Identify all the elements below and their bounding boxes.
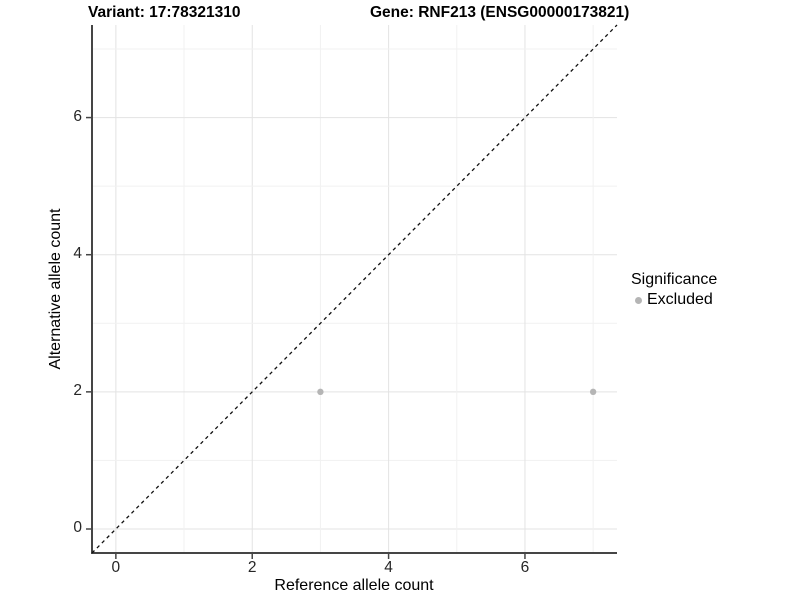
plot-title-variant: Variant: 17:78321310 (88, 4, 241, 21)
y-tick-label-4: 4 (73, 244, 82, 262)
x-tick-label-0: 0 (111, 559, 121, 576)
y-axis-title: Alternative allele count (47, 208, 64, 370)
identity-reference-line (91, 24, 618, 554)
x-tick-label-6: 6 (520, 559, 530, 576)
data-point-3-2 (317, 388, 324, 396)
plot-title-gene: Gene: RNF213 (ENSG00000173821) (370, 4, 630, 21)
y-tick-label-0: 0 (73, 519, 82, 536)
legend: Significance Excluded (631, 271, 717, 309)
y-tick-label-2: 2 (73, 381, 82, 399)
x-tick-label-2: 2 (247, 559, 257, 576)
y-tick-label-6: 6 (73, 107, 82, 125)
excluded-point-icon (635, 296, 642, 304)
legend-title: Significance (631, 271, 718, 288)
x-tick-label-4: 4 (384, 559, 393, 576)
legend-entry-label: Excluded (647, 291, 713, 308)
data-point-7-2 (589, 388, 597, 396)
x-axis-title: Reference allele count (274, 577, 434, 594)
legend-entry-excluded: Excluded (635, 291, 717, 309)
